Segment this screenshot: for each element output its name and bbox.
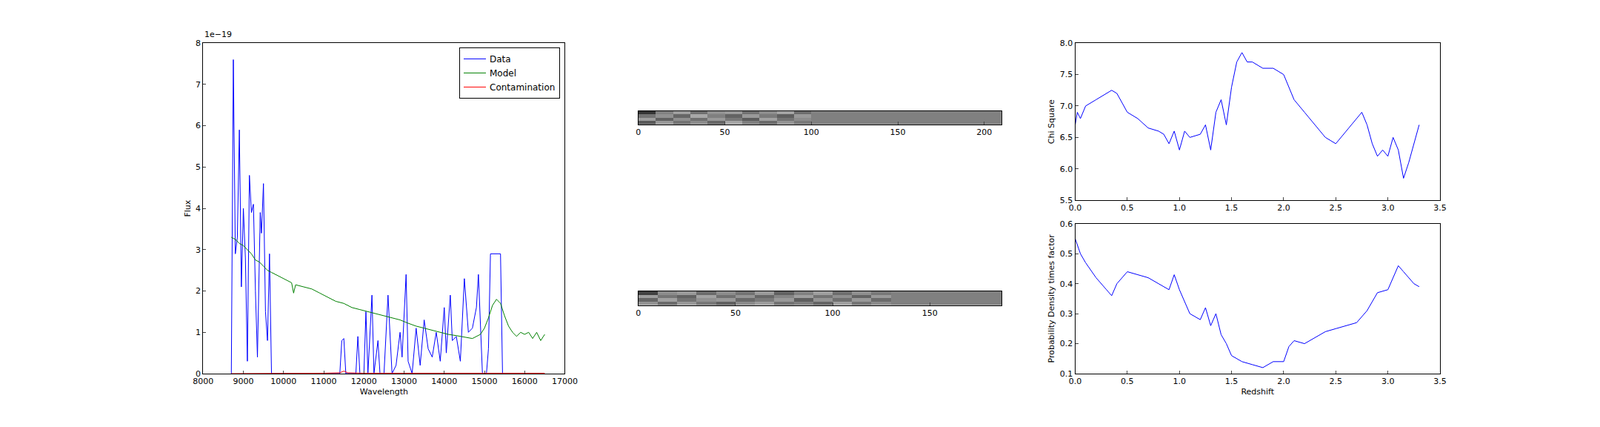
svg-text:1.0: 1.0 — [1172, 202, 1186, 213]
svg-text:50: 50 — [720, 127, 731, 138]
svg-text:8000: 8000 — [192, 376, 214, 386]
svg-text:14000: 14000 — [431, 376, 458, 386]
svg-text:7.5: 7.5 — [1060, 69, 1074, 80]
svg-text:0.3: 0.3 — [1060, 308, 1074, 319]
svg-text:3.5: 3.5 — [1433, 376, 1447, 386]
svg-text:50: 50 — [730, 308, 741, 318]
svg-text:Data: Data — [489, 54, 512, 65]
svg-text:0.5: 0.5 — [1120, 202, 1135, 213]
svg-text:0: 0 — [195, 368, 201, 379]
svg-text:0.0: 0.0 — [1068, 376, 1083, 386]
svg-text:16000: 16000 — [511, 376, 538, 386]
svg-text:3.0: 3.0 — [1381, 202, 1395, 213]
svg-text:0.6: 0.6 — [1060, 219, 1074, 229]
svg-text:Probability Density times fact: Probability Density times factor — [1046, 234, 1057, 363]
svg-text:1e−19: 1e−19 — [204, 29, 232, 40]
svg-text:7: 7 — [195, 80, 201, 90]
svg-text:100: 100 — [825, 308, 841, 318]
svg-text:Wavelength: Wavelength — [360, 386, 409, 397]
svg-text:2.5: 2.5 — [1329, 202, 1343, 213]
svg-text:6.5: 6.5 — [1060, 132, 1074, 143]
svg-text:0.0: 0.0 — [1068, 202, 1083, 213]
svg-text:6.0: 6.0 — [1060, 164, 1074, 175]
svg-text:0.1: 0.1 — [1060, 368, 1074, 379]
svg-text:Chi Square: Chi Square — [1046, 99, 1057, 144]
svg-text:150: 150 — [890, 127, 906, 138]
svg-text:5.5: 5.5 — [1060, 195, 1074, 206]
svg-text:Flux: Flux — [182, 199, 193, 217]
svg-text:Model: Model — [489, 68, 517, 79]
svg-text:17000: 17000 — [551, 376, 578, 386]
svg-text:2.0: 2.0 — [1277, 376, 1291, 386]
svg-text:7.0: 7.0 — [1060, 101, 1074, 112]
svg-text:6: 6 — [195, 120, 201, 131]
svg-text:4: 4 — [195, 203, 201, 214]
svg-text:Redshift: Redshift — [1240, 386, 1275, 397]
svg-text:10000: 10000 — [270, 376, 297, 386]
svg-text:0: 0 — [635, 308, 641, 318]
svg-text:3: 3 — [195, 245, 201, 255]
svg-text:0.2: 0.2 — [1060, 338, 1074, 349]
svg-text:15000: 15000 — [471, 376, 498, 386]
svg-text:0: 0 — [635, 127, 641, 138]
svg-text:0.5: 0.5 — [1120, 376, 1135, 386]
svg-text:1: 1 — [195, 327, 201, 338]
svg-text:1.5: 1.5 — [1225, 202, 1239, 213]
svg-text:12000: 12000 — [351, 376, 378, 386]
svg-text:1.5: 1.5 — [1225, 376, 1239, 386]
svg-text:8: 8 — [195, 38, 201, 49]
svg-text:2.0: 2.0 — [1277, 202, 1291, 213]
svg-text:200: 200 — [976, 127, 992, 138]
svg-text:2.5: 2.5 — [1329, 376, 1343, 386]
svg-text:100: 100 — [803, 127, 820, 138]
svg-text:5: 5 — [195, 162, 201, 172]
svg-text:150: 150 — [922, 308, 938, 318]
svg-text:13000: 13000 — [391, 376, 418, 386]
svg-text:8.0: 8.0 — [1060, 38, 1074, 49]
svg-text:0.5: 0.5 — [1060, 248, 1074, 259]
svg-text:3.5: 3.5 — [1433, 202, 1447, 213]
svg-text:9000: 9000 — [233, 376, 255, 386]
svg-text:11000: 11000 — [311, 376, 338, 386]
svg-text:3.0: 3.0 — [1381, 376, 1395, 386]
svg-text:1.0: 1.0 — [1172, 376, 1186, 386]
svg-text:0.4: 0.4 — [1060, 279, 1074, 289]
svg-text:2: 2 — [195, 285, 201, 296]
svg-text:Contamination: Contamination — [489, 82, 555, 93]
